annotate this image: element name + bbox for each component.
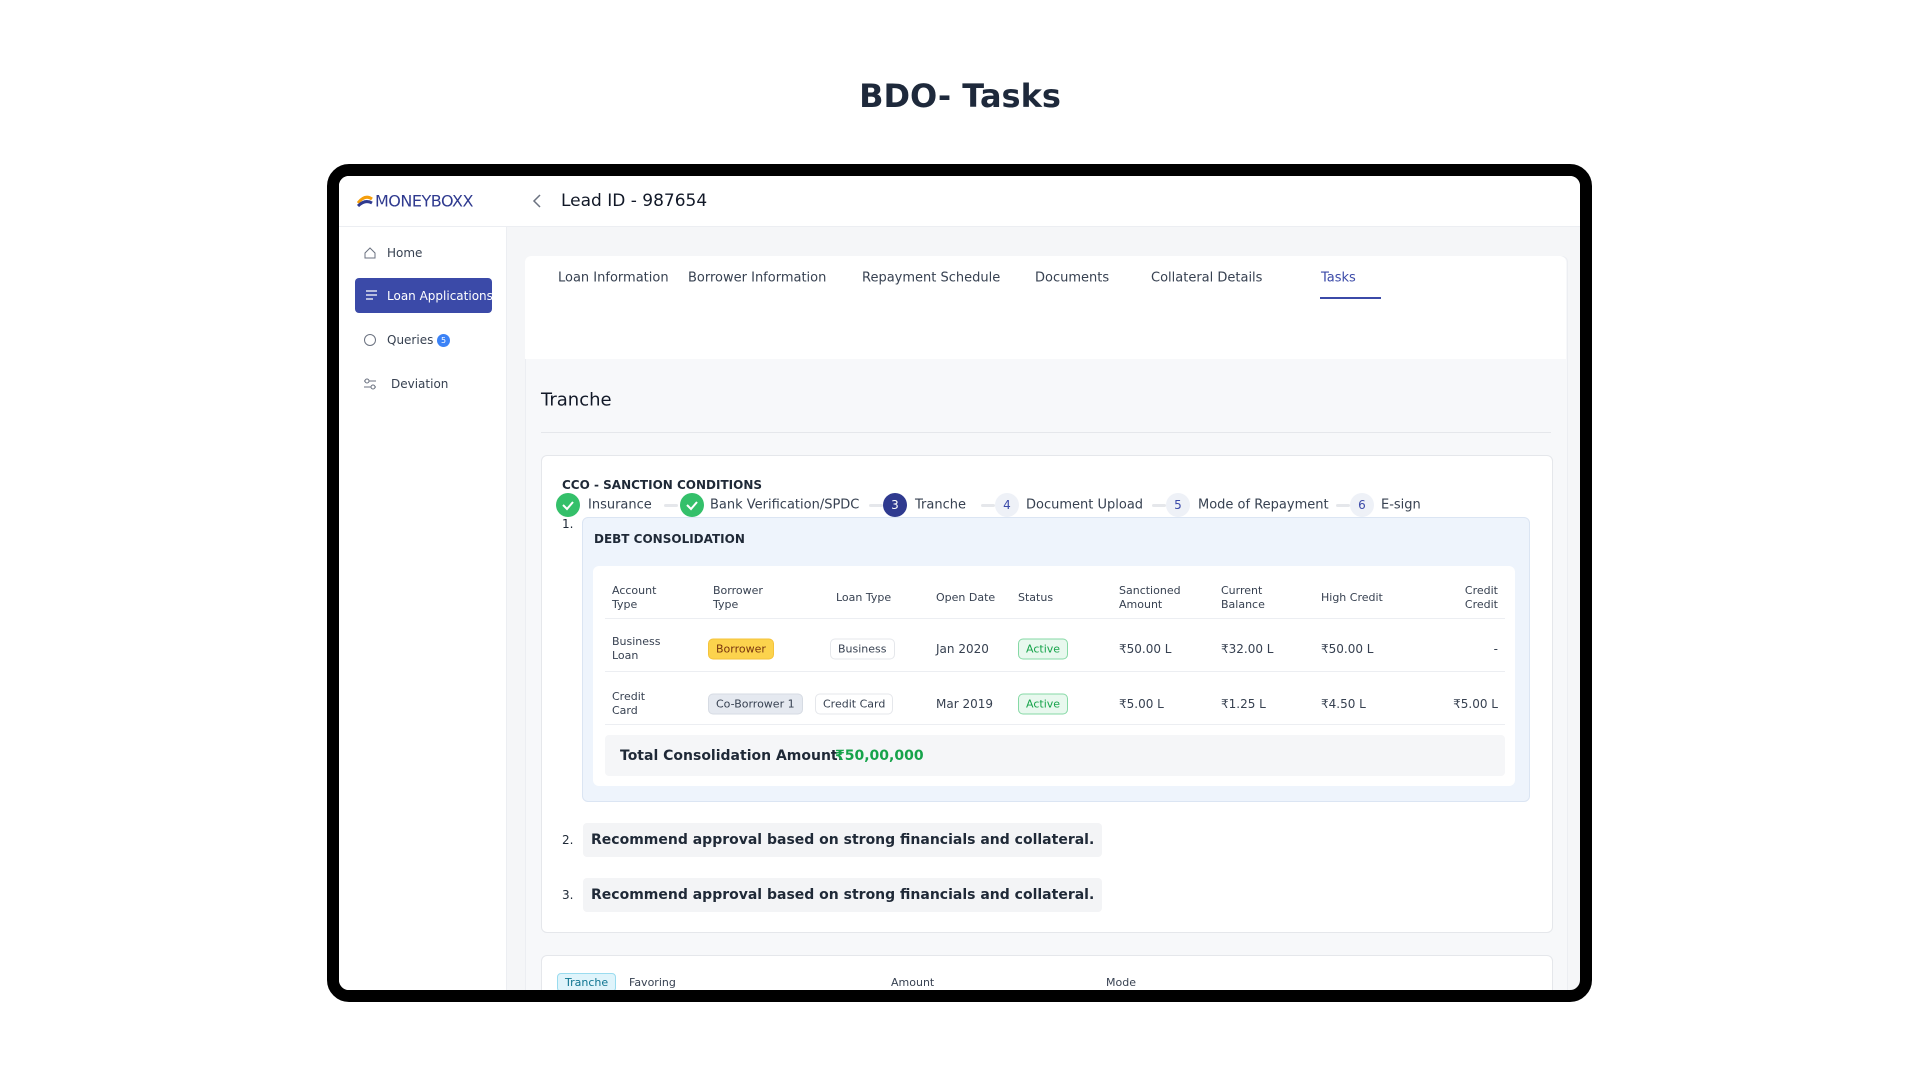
tab[interactable]: Documents (1035, 270, 1110, 286)
tab[interactable]: Repayment Schedule (862, 270, 1001, 286)
row-divider (605, 618, 1505, 619)
cell: Mar 2019 (936, 697, 993, 711)
step-connector (664, 504, 678, 507)
cell: ₹5.00 L (1453, 697, 1498, 711)
divider (541, 432, 1551, 433)
column-header: Status (1018, 591, 1054, 604)
step-label[interactable]: E-sign (1381, 497, 1421, 513)
step-number: 5 (1166, 493, 1190, 517)
step-number: 4 (995, 493, 1019, 517)
column-header: Favoring (629, 976, 676, 989)
back-button[interactable] (531, 193, 543, 209)
list-icon (366, 290, 377, 300)
column-header: Open Date (936, 591, 996, 604)
total-label: Total Consolidation Amount: (620, 748, 844, 764)
nav-item[interactable]: Deviation (391, 377, 449, 391)
step-number: 6 (1350, 493, 1374, 517)
status: Active (1018, 693, 1069, 715)
chat-icon (364, 334, 376, 346)
logo-icon (357, 195, 373, 207)
loan-type: Credit Card (815, 693, 894, 715)
nav-item[interactable]: Queries (387, 333, 434, 347)
cell: ₹32.00 L (1221, 642, 1274, 656)
step-label[interactable]: Document Upload (1026, 497, 1144, 513)
page-title: BDO- Tasks (859, 77, 1061, 115)
step-label[interactable]: Insurance (588, 497, 652, 513)
lead-id: Lead ID - 987654 (561, 191, 708, 211)
step-done (680, 493, 704, 517)
badge: 5 (437, 334, 450, 347)
cell: ₹5.00 L (1119, 697, 1164, 711)
step-done (556, 493, 580, 517)
step-connector (1336, 504, 1350, 507)
condition-number: 3. (562, 888, 574, 902)
step-label[interactable]: Bank Verification/SPDC (710, 497, 860, 513)
home-icon (364, 247, 376, 259)
column-header: Account Type (612, 584, 657, 611)
sliders-icon (364, 378, 376, 390)
row-divider (605, 671, 1505, 672)
card-title: CCO - SANCTION CONDITIONS (562, 478, 763, 492)
loan-type: Business (830, 638, 895, 660)
step-connector (981, 504, 995, 507)
cell: ₹4.50 L (1321, 697, 1366, 711)
total-value: ₹50,00,000 (835, 748, 924, 764)
device-frame: MONEYBOXX Lead ID - 987654 Home Loan App… (327, 164, 1592, 1002)
tab-underline (1320, 297, 1381, 299)
cell: Jan 2020 (936, 642, 989, 656)
status: Active (1018, 638, 1069, 660)
cell: Business Loan (612, 635, 661, 662)
step-label[interactable]: Mode of Repayment (1198, 497, 1329, 513)
column-header: Mode (1106, 976, 1136, 989)
tranche-card (541, 955, 1553, 990)
cell: ₹50.00 L (1321, 642, 1374, 656)
condition-number: 1. (562, 517, 574, 531)
tab[interactable]: Loan Information (558, 270, 669, 286)
tab[interactable]: Tasks (1321, 270, 1356, 286)
row-divider (605, 724, 1505, 725)
column-header: Current Balance (1221, 584, 1265, 611)
section-heading: Tranche (541, 389, 612, 411)
column-header: Borrower Type (713, 584, 763, 611)
column-header: Credit Credit (1464, 584, 1498, 611)
cell: - (1493, 642, 1498, 656)
nav-item[interactable]: Loan Applications (387, 289, 493, 303)
tranche-tag: Tranche (557, 973, 617, 990)
cell: Credit Card (612, 690, 646, 717)
nav-active[interactable] (355, 278, 492, 313)
header (339, 176, 1580, 227)
cell: ₹1.25 L (1221, 697, 1266, 711)
step-connector (1152, 504, 1166, 507)
step-connector (869, 504, 883, 507)
cell: ₹50.00 L (1119, 642, 1172, 656)
condition-text: Recommend approval based on strong finan… (583, 823, 1103, 857)
total-row (605, 735, 1505, 776)
column-header: Loan Type (836, 591, 892, 604)
tab[interactable]: Collateral Details (1151, 270, 1263, 286)
column-header: Sanctioned Amount (1119, 584, 1181, 611)
tab[interactable]: Borrower Information (688, 270, 827, 286)
condition-number: 2. (562, 833, 574, 847)
step-label[interactable]: Tranche (915, 497, 966, 513)
condition-text: Recommend approval based on strong finan… (583, 878, 1103, 912)
step-number: 3 (883, 493, 907, 517)
nav-item[interactable]: Home (387, 246, 423, 260)
app-screen: MONEYBOXX Lead ID - 987654 Home Loan App… (339, 176, 1580, 990)
condition-title: DEBT CONSOLIDATION (594, 532, 745, 546)
borrower-type: Borrower (708, 638, 774, 660)
borrower-type: Co-Borrower 1 (708, 693, 803, 715)
logo: MONEYBOXX (375, 191, 473, 211)
tabs-panel (525, 256, 1566, 359)
column-header: Amount (891, 976, 935, 989)
column-header: High Credit (1321, 591, 1383, 604)
